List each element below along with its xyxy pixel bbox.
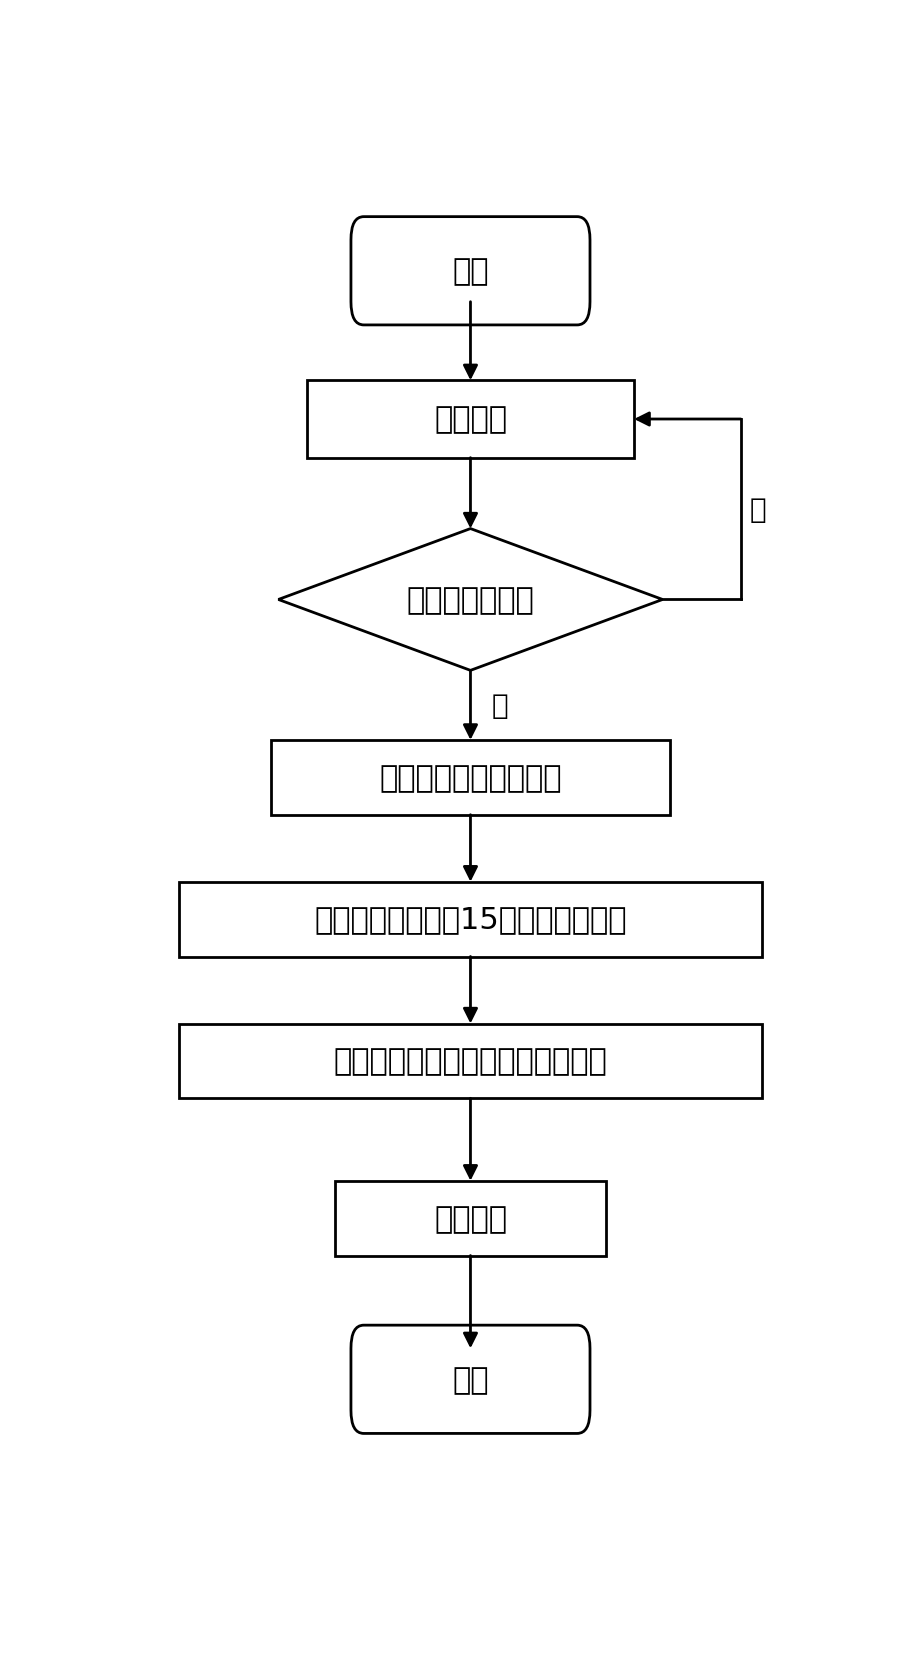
Text: 数据完整且正确: 数据完整且正确 bbox=[407, 586, 534, 614]
Text: 保存数据: 保存数据 bbox=[434, 1205, 507, 1233]
FancyBboxPatch shape bbox=[351, 217, 590, 326]
Text: 转换成长度不超过15位的十进制整数: 转换成长度不超过15位的十进制整数 bbox=[314, 905, 627, 934]
FancyBboxPatch shape bbox=[351, 1325, 590, 1434]
Text: 数据分离并进行精度和符号的处理: 数据分离并进行精度和符号的处理 bbox=[333, 1047, 608, 1076]
Polygon shape bbox=[278, 529, 663, 671]
Text: 开始: 开始 bbox=[453, 258, 488, 286]
Bar bbox=[179, 1024, 762, 1099]
Text: 结束: 结束 bbox=[453, 1365, 488, 1394]
Text: 接收数据: 接收数据 bbox=[434, 405, 507, 435]
Text: 是: 是 bbox=[492, 691, 509, 719]
Bar bbox=[307, 381, 634, 458]
Bar bbox=[179, 882, 762, 957]
Bar bbox=[272, 741, 670, 815]
Bar bbox=[335, 1181, 606, 1256]
Text: 否: 否 bbox=[749, 495, 766, 524]
Text: 对数据过滤并拆分成组: 对数据过滤并拆分成组 bbox=[379, 763, 562, 793]
